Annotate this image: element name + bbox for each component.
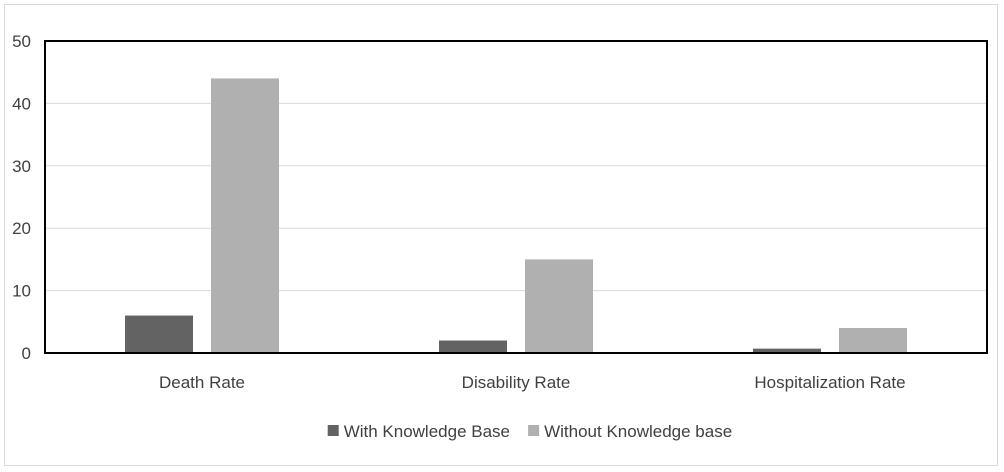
y-tick-label: 40: [12, 94, 31, 113]
chart-container: 0 10 20 30 40 50 Death Rate Disability Rate Hos…: [4, 4, 998, 466]
x-axis-category-labels: Death Rate Disability Rate Hospitalization…: [159, 373, 906, 392]
plot-area-border: [44, 40, 988, 354]
bar-without-knowledge-base: [211, 78, 279, 353]
x-category-label: Death Rate: [159, 373, 245, 392]
y-tick-label: 50: [12, 32, 31, 51]
x-category-label: Hospitalization Rate: [754, 373, 905, 392]
legend: With Knowledge Base Without Knowledge bas…: [327, 422, 732, 441]
y-tick-label: 30: [12, 157, 31, 176]
y-axis-tick-labels: 0 10 20 30 40 50: [12, 32, 31, 363]
legend-swatch: [327, 425, 339, 436]
bar-with-knowledge-base: [125, 315, 193, 353]
x-category-label: Disability Rate: [462, 373, 571, 392]
bar-chart: 0 10 20 30 40 50 Death Rate Disability Rate Hos…: [12, 32, 988, 441]
legend-swatch: [528, 425, 540, 436]
y-tick-label: 20: [12, 219, 31, 238]
bars: [125, 78, 907, 353]
gridlines: [45, 102, 987, 292]
bar-with-knowledge-base: [753, 348, 821, 353]
y-tick-label: 10: [12, 282, 31, 301]
legend-label: Without Knowledge base: [544, 422, 732, 441]
legend-label: With Knowledge Base: [344, 422, 510, 441]
bar-with-knowledge-base: [439, 340, 507, 353]
y-tick-label: 0: [22, 344, 31, 363]
bar-without-knowledge-base: [525, 259, 593, 353]
bar-without-knowledge-base: [839, 328, 907, 353]
